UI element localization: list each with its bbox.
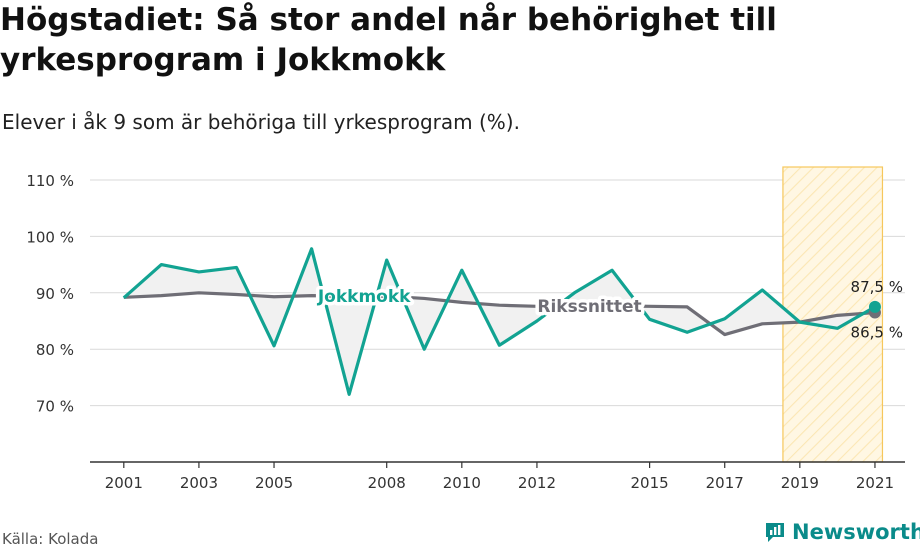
series-label-jokkmokk-halo: Jokkmokk bbox=[317, 287, 411, 307]
end-value-label-rikssnittet: 86,5 % bbox=[851, 324, 903, 342]
x-tick-label: 2012 bbox=[518, 474, 556, 492]
x-tick-label: 2008 bbox=[368, 474, 406, 492]
series-label-rikssnittet-halo: Rikssnittet bbox=[537, 297, 641, 317]
x-tick-label: 2017 bbox=[706, 474, 744, 492]
y-tick-label: 90 % bbox=[36, 285, 74, 303]
x-tick-label: 2001 bbox=[105, 474, 143, 492]
x-tick-label: 2010 bbox=[443, 474, 481, 492]
y-tick-label: 110 % bbox=[26, 172, 74, 190]
source-note: Källa: Kolada bbox=[2, 530, 99, 548]
x-tick-label: 2019 bbox=[781, 474, 819, 492]
x-tick-label: 2003 bbox=[180, 474, 218, 492]
x-tick-label: 2015 bbox=[631, 474, 669, 492]
end-value-label-jokkmokk: 87,5 % bbox=[851, 278, 903, 296]
series-end-point-jokkmokk bbox=[868, 300, 881, 313]
x-tick-label: 2005 bbox=[255, 474, 293, 492]
chart-subtitle: Elever i åk 9 som är behöriga till yrkes… bbox=[2, 110, 520, 134]
chart-title: Högstadiet: Så stor andel når behörighet… bbox=[0, 2, 777, 78]
y-tick-label: 70 % bbox=[36, 398, 74, 416]
brand-name: Newsworthy bbox=[792, 520, 920, 544]
y-tick-label: 80 % bbox=[36, 341, 74, 359]
brand-logo[interactable]: Newsworthy bbox=[764, 520, 920, 544]
y-tick-label: 100 % bbox=[26, 228, 74, 246]
newsworthy-logo-icon bbox=[766, 523, 784, 542]
area-between-series bbox=[123, 248, 875, 395]
series-line-jokkmokk bbox=[122, 247, 876, 396]
series-label-rikssnittet: Rikssnittet bbox=[537, 297, 641, 317]
x-tick-label: 2021 bbox=[856, 474, 894, 492]
series-label-jokkmokk: Jokkmokk bbox=[317, 287, 411, 307]
